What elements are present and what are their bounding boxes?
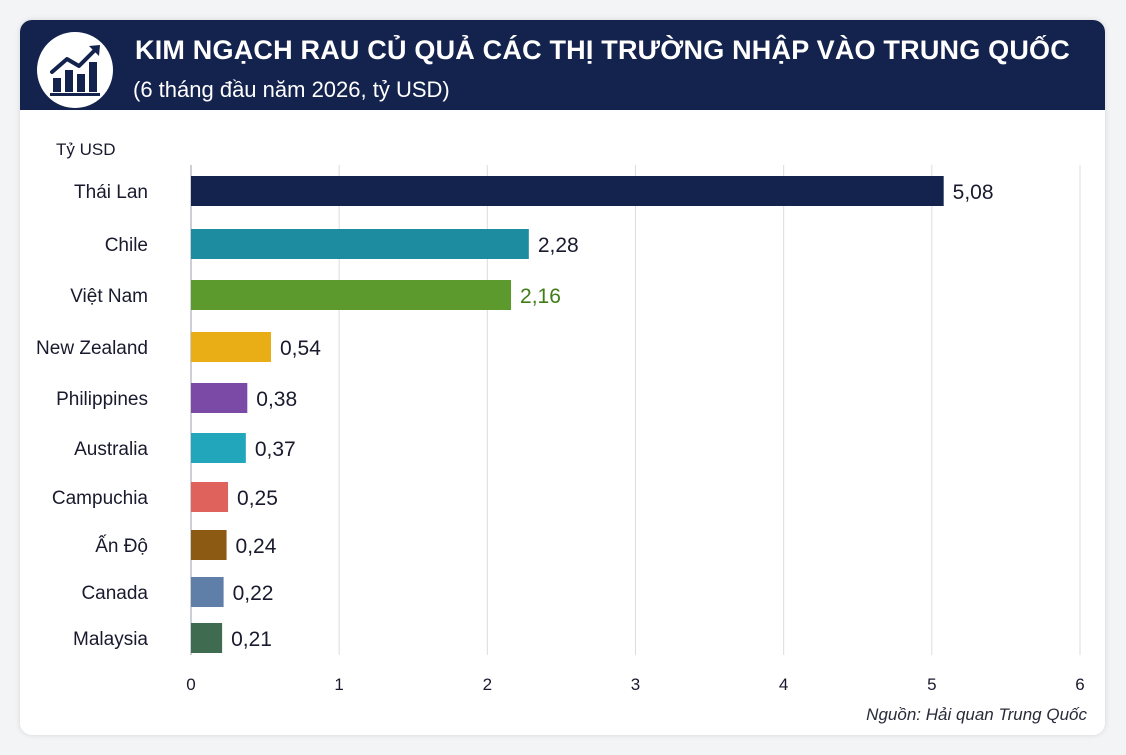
category-label: Campuchia [52,488,149,509]
x-tick-label: 3 [631,675,640,694]
source-note: Nguồn: Hải quan Trung Quốc [866,705,1087,724]
category-label: Malaysia [73,629,148,650]
category-label: Canada [81,583,148,604]
bar-5 [191,433,246,463]
category-label: Australia [74,439,148,460]
chart-subtitle: (6 tháng đầu năm 2026, tỷ USD) [133,77,450,102]
bar-3 [191,332,272,362]
header-banner: KIM NGẠCH RAU CỦ QUẢ CÁC THỊ TRƯỜNG NHẬP… [20,20,1105,110]
category-label: Philippines [56,389,148,410]
value-label: 2,28 [538,234,579,257]
bar-9 [191,623,223,653]
x-tick-label: 4 [779,675,788,694]
bar-2 [191,280,512,310]
bar-8 [191,577,224,607]
bar-4 [191,383,248,413]
x-tick-label: 5 [927,675,936,694]
value-label: 0,37 [255,438,296,461]
category-label: Việt Nam [70,286,148,307]
x-tick-label: 6 [1075,675,1084,694]
bar-6 [191,482,229,512]
value-label: 0,24 [236,535,277,558]
x-tick-label: 0 [186,675,195,694]
value-label: 0,22 [233,582,274,605]
bar-0 [191,176,944,206]
x-tick-label: 1 [334,675,343,694]
unit-label: Tỷ USD [56,140,116,159]
value-label: 0,38 [256,388,297,411]
value-label: 0,54 [280,337,321,360]
category-label: Chile [105,235,148,256]
chart-card: KIM NGẠCH RAU CỦ QUẢ CÁC THỊ TRƯỜNG NHẬP… [20,20,1105,735]
value-label: 2,16 [520,285,561,308]
x-tick-label: 2 [483,675,492,694]
category-label: Ấn Độ [95,535,148,557]
bar-7 [191,530,227,560]
value-label: 5,08 [953,181,994,204]
category-label: New Zealand [36,338,148,359]
value-label: 0,21 [231,628,272,651]
bar-1 [191,229,529,259]
chart-title: KIM NGẠCH RAU CỦ QUẢ CÁC THỊ TRƯỜNG NHẬP… [135,35,1070,65]
growth-chart-icon [37,32,113,108]
value-label: 0,25 [237,487,278,510]
category-label: Thái Lan [74,182,148,203]
